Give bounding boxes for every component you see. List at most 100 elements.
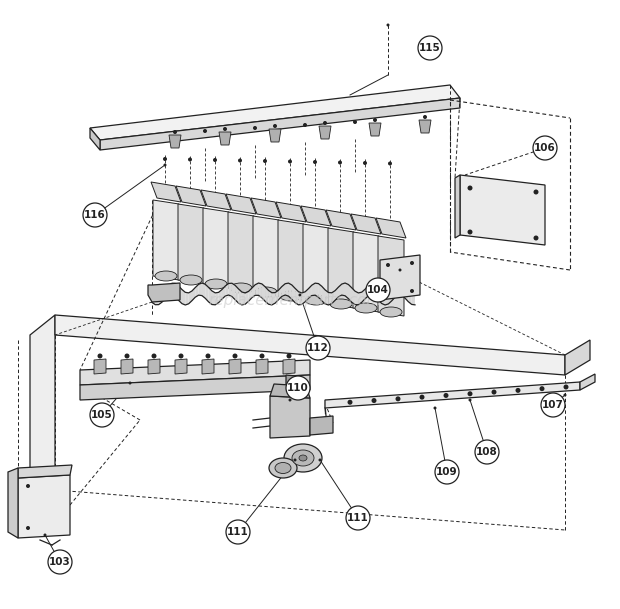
Polygon shape bbox=[175, 359, 187, 374]
Polygon shape bbox=[283, 359, 295, 374]
Polygon shape bbox=[292, 285, 295, 303]
Polygon shape bbox=[335, 287, 339, 300]
Polygon shape bbox=[215, 292, 219, 305]
Polygon shape bbox=[353, 232, 379, 312]
Circle shape bbox=[492, 390, 497, 395]
Circle shape bbox=[303, 123, 307, 127]
Polygon shape bbox=[322, 286, 325, 304]
Ellipse shape bbox=[280, 291, 302, 301]
Circle shape bbox=[533, 236, 539, 241]
Polygon shape bbox=[169, 283, 172, 296]
Circle shape bbox=[293, 459, 296, 462]
Circle shape bbox=[371, 398, 376, 403]
Circle shape bbox=[475, 440, 499, 464]
Circle shape bbox=[253, 126, 257, 130]
Circle shape bbox=[420, 395, 425, 400]
Polygon shape bbox=[239, 289, 242, 305]
Polygon shape bbox=[202, 283, 205, 298]
Polygon shape bbox=[298, 292, 302, 305]
Polygon shape bbox=[252, 285, 255, 298]
Polygon shape bbox=[242, 292, 246, 305]
Text: 111: 111 bbox=[227, 527, 249, 537]
Circle shape bbox=[125, 353, 130, 359]
Polygon shape bbox=[94, 359, 106, 374]
Polygon shape bbox=[229, 359, 241, 374]
Circle shape bbox=[353, 120, 357, 124]
Ellipse shape bbox=[275, 462, 291, 474]
Circle shape bbox=[163, 157, 167, 161]
Circle shape bbox=[467, 186, 472, 191]
Text: 111: 111 bbox=[347, 513, 369, 523]
Polygon shape bbox=[328, 228, 354, 308]
Circle shape bbox=[388, 161, 392, 166]
Circle shape bbox=[564, 393, 567, 396]
Polygon shape bbox=[8, 468, 18, 538]
Polygon shape bbox=[378, 236, 404, 316]
Circle shape bbox=[373, 118, 377, 122]
Polygon shape bbox=[455, 175, 460, 238]
Polygon shape bbox=[305, 289, 309, 302]
Polygon shape bbox=[288, 283, 292, 299]
Circle shape bbox=[213, 158, 217, 162]
Text: 106: 106 bbox=[534, 143, 556, 153]
Polygon shape bbox=[198, 283, 202, 295]
Polygon shape bbox=[18, 475, 70, 538]
Text: 105: 105 bbox=[91, 410, 113, 420]
Polygon shape bbox=[121, 359, 133, 374]
Circle shape bbox=[263, 159, 267, 163]
Polygon shape bbox=[380, 255, 420, 300]
Text: replacementparts.com: replacementparts.com bbox=[208, 292, 382, 308]
Circle shape bbox=[469, 398, 471, 401]
Polygon shape bbox=[272, 292, 275, 305]
Polygon shape bbox=[175, 283, 179, 300]
Polygon shape bbox=[30, 315, 55, 510]
Polygon shape bbox=[188, 291, 192, 304]
Polygon shape bbox=[372, 283, 375, 297]
Polygon shape bbox=[358, 292, 361, 304]
Circle shape bbox=[386, 263, 390, 267]
Polygon shape bbox=[55, 315, 565, 375]
Circle shape bbox=[435, 460, 459, 484]
Circle shape bbox=[515, 388, 521, 393]
Circle shape bbox=[533, 136, 557, 160]
Polygon shape bbox=[319, 126, 331, 139]
Polygon shape bbox=[388, 291, 392, 304]
Polygon shape bbox=[268, 290, 272, 305]
Ellipse shape bbox=[380, 307, 402, 317]
Polygon shape bbox=[80, 375, 310, 400]
Text: 116: 116 bbox=[84, 210, 106, 220]
Polygon shape bbox=[302, 292, 305, 304]
Circle shape bbox=[83, 203, 107, 227]
Polygon shape bbox=[325, 290, 329, 305]
Polygon shape bbox=[278, 287, 282, 300]
Polygon shape bbox=[355, 291, 358, 304]
Polygon shape bbox=[90, 128, 100, 150]
Polygon shape bbox=[178, 204, 204, 284]
Polygon shape bbox=[392, 287, 395, 301]
Circle shape bbox=[539, 386, 544, 391]
Polygon shape bbox=[222, 286, 225, 299]
Polygon shape bbox=[151, 182, 181, 202]
Polygon shape bbox=[179, 286, 182, 304]
Polygon shape bbox=[565, 340, 590, 375]
Polygon shape bbox=[235, 286, 239, 303]
Circle shape bbox=[48, 550, 72, 574]
Text: 103: 103 bbox=[49, 557, 71, 567]
Circle shape bbox=[205, 353, 211, 359]
Circle shape bbox=[338, 161, 342, 164]
Ellipse shape bbox=[269, 458, 297, 478]
Circle shape bbox=[273, 124, 277, 128]
Polygon shape bbox=[162, 289, 166, 302]
Polygon shape bbox=[378, 286, 382, 303]
Circle shape bbox=[467, 230, 472, 234]
Polygon shape bbox=[339, 284, 342, 297]
Polygon shape bbox=[402, 283, 405, 298]
Polygon shape bbox=[259, 283, 262, 298]
Ellipse shape bbox=[155, 271, 177, 281]
Polygon shape bbox=[226, 194, 256, 214]
Polygon shape bbox=[212, 291, 215, 305]
Circle shape bbox=[347, 400, 353, 405]
Polygon shape bbox=[251, 198, 281, 218]
Ellipse shape bbox=[292, 450, 314, 466]
Circle shape bbox=[151, 353, 156, 359]
